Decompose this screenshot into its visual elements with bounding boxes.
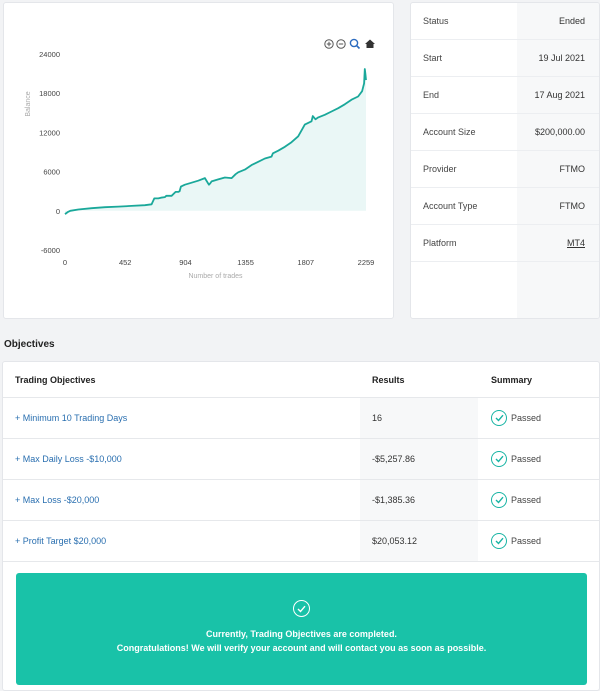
status-badge: Passed xyxy=(491,410,541,426)
info-label: Provider xyxy=(423,164,457,174)
x-tick-label: 0 xyxy=(63,258,67,267)
info-row-account-size: Account Size $200,000.00 xyxy=(411,114,599,151)
home-icon[interactable] xyxy=(365,39,375,49)
banner-submessage: Congratulations! We will verify your acc… xyxy=(116,643,487,653)
info-value: FTMO xyxy=(559,164,586,174)
info-label: Status xyxy=(423,16,449,26)
zoom-out-icon[interactable] xyxy=(336,39,346,49)
check-circle-icon xyxy=(293,600,310,617)
info-label: Account Size xyxy=(423,127,476,137)
info-label: Platform xyxy=(423,238,457,248)
balance-chart-card: 24000 18000 12000 6000 0 -6000 0 452 904 1355 1807… xyxy=(3,2,394,319)
y-tick-label: 6000 xyxy=(43,168,60,177)
x-tick-label: 904 xyxy=(179,258,192,267)
objective-result: -$5,257.86 xyxy=(372,454,416,464)
check-circle-icon xyxy=(491,533,507,549)
objective-result: -$1,385.36 xyxy=(372,495,416,505)
balance-area xyxy=(65,69,366,215)
status-text: Passed xyxy=(511,454,542,464)
balance-line xyxy=(64,68,367,215)
y-tick-label: 24000 xyxy=(39,50,60,59)
objectives-title: Objectives xyxy=(4,339,55,350)
x-tick-label: 2259 xyxy=(358,258,375,267)
magnify-icon[interactable] xyxy=(349,38,361,50)
info-row-start: Start 19 Jul 2021 xyxy=(411,40,599,77)
x-tick-label: 452 xyxy=(119,258,132,267)
info-row-status: Status Ended xyxy=(411,3,599,40)
info-row-provider: Provider FTMO xyxy=(411,151,599,188)
header-trading-objectives: Trading Objectives xyxy=(15,374,96,385)
status-badge: Passed xyxy=(491,451,541,467)
table-row: + Max Loss -$20,000 -$1,385.36 Passed xyxy=(3,480,599,521)
check-circle-icon xyxy=(491,451,507,467)
check-circle-icon xyxy=(491,492,507,508)
table-row: + Max Daily Loss -$10,000 -$5,257.86 Pas… xyxy=(3,439,599,480)
table-row: + Minimum 10 Trading Days 16 Passed xyxy=(3,398,599,439)
info-label: Start xyxy=(423,53,443,63)
x-tick-label: 1807 xyxy=(297,258,314,267)
objective-link-profit-target[interactable]: + Profit Target $20,000 xyxy=(15,536,107,546)
info-value: 17 Aug 2021 xyxy=(534,90,585,100)
info-row-end: End 17 Aug 2021 xyxy=(411,77,599,114)
status-badge: Passed xyxy=(491,492,541,508)
x-axis-title: Number of trades xyxy=(188,273,243,280)
status-text: Passed xyxy=(511,536,542,546)
status-badge: Passed xyxy=(491,533,541,549)
header-results: Results xyxy=(372,374,405,385)
info-row-platform: Platform MT4 xyxy=(411,225,599,262)
x-tick-label: 1355 xyxy=(237,258,254,267)
info-value: Ended xyxy=(558,16,585,26)
objective-link-min-trading-days[interactable]: + Minimum 10 Trading Days xyxy=(15,413,128,423)
platform-link[interactable]: MT4 xyxy=(567,238,585,248)
y-tick-label: 12000 xyxy=(39,128,60,137)
zoom-in-icon[interactable] xyxy=(324,39,334,49)
banner-message: Currently, Trading Objectives are comple… xyxy=(206,629,397,639)
info-value: FTMO xyxy=(559,201,586,211)
objectives-card: Trading Objectives Results Summary + Min… xyxy=(2,361,600,691)
y-tick-label: 0 xyxy=(56,207,60,216)
info-label: Account Type xyxy=(423,201,478,211)
objectives-table-header: Trading Objectives Results Summary xyxy=(3,362,599,398)
objective-result: $20,053.12 xyxy=(372,536,418,546)
account-info-card: Status Ended Start 19 Jul 2021 End 17 Au… xyxy=(410,2,600,319)
objective-link-max-daily-loss[interactable]: + Max Daily Loss -$10,000 xyxy=(15,454,122,464)
chart-toolbar xyxy=(324,38,375,50)
check-circle-icon xyxy=(491,410,507,426)
info-value: 19 Jul 2021 xyxy=(538,53,585,63)
y-tick-label: 18000 xyxy=(39,89,60,98)
status-text: Passed xyxy=(511,495,542,505)
info-value: $200,000.00 xyxy=(534,127,585,137)
y-tick-label: -6000 xyxy=(41,246,60,255)
completion-banner: Currently, Trading Objectives are comple… xyxy=(16,573,587,685)
info-row-account-type: Account Type FTMO xyxy=(411,188,599,225)
y-axis-title: Balance xyxy=(25,91,32,116)
table-row: + Profit Target $20,000 $20,053.12 Passe… xyxy=(3,521,599,562)
objective-result: 16 xyxy=(372,413,383,423)
info-label: End xyxy=(423,90,440,100)
objective-link-max-loss[interactable]: + Max Loss -$20,000 xyxy=(15,495,100,505)
status-text: Passed xyxy=(511,413,542,423)
header-summary: Summary xyxy=(491,374,533,385)
